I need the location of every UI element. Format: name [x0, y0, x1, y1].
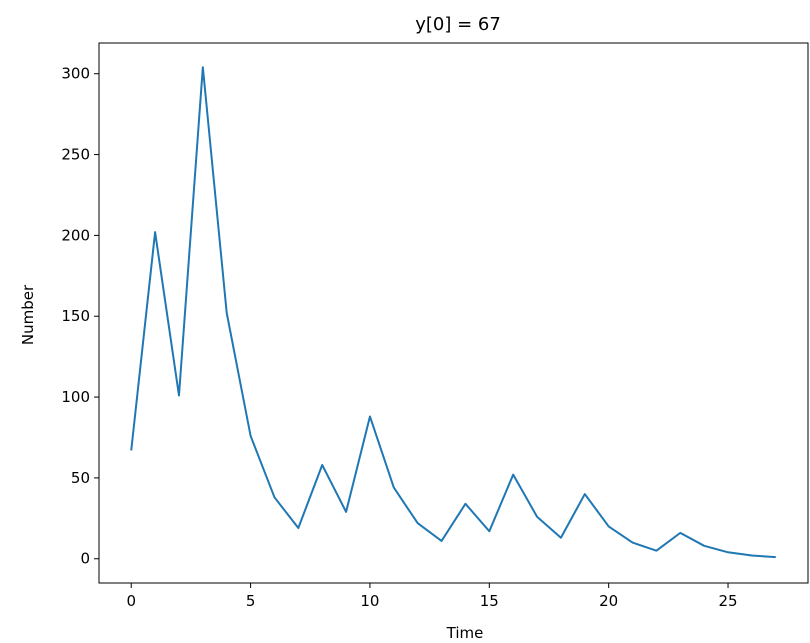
x-tick-label: 15 — [480, 592, 499, 610]
x-axis-label: Time — [446, 624, 484, 642]
y-tick-label: 250 — [61, 146, 90, 164]
x-tick-label: 10 — [360, 592, 379, 610]
y-tick-label: 200 — [61, 226, 90, 244]
x-tick-label: 25 — [718, 592, 737, 610]
chart-title: y[0] = 67 — [415, 14, 501, 35]
x-tick-label: 0 — [126, 592, 136, 610]
x-tick-label: 5 — [246, 592, 256, 610]
y-tick-label: 0 — [80, 550, 90, 568]
y-tick-label: 150 — [61, 307, 90, 325]
y-tick-label: 100 — [61, 388, 90, 406]
series-line-0 — [130, 66, 776, 559]
x-axis: 0 5 10 15 20 25 — [126, 583, 738, 610]
y-axis: 0 50 100 150 200 250 300 — [61, 65, 99, 568]
y-tick-label: 300 — [61, 65, 90, 83]
y-axis-label: Number — [19, 284, 37, 345]
axes-frame — [98, 42, 809, 584]
x-tick-label: 20 — [599, 592, 618, 610]
y-tick-label: 50 — [71, 469, 90, 487]
plot-area — [130, 66, 776, 559]
